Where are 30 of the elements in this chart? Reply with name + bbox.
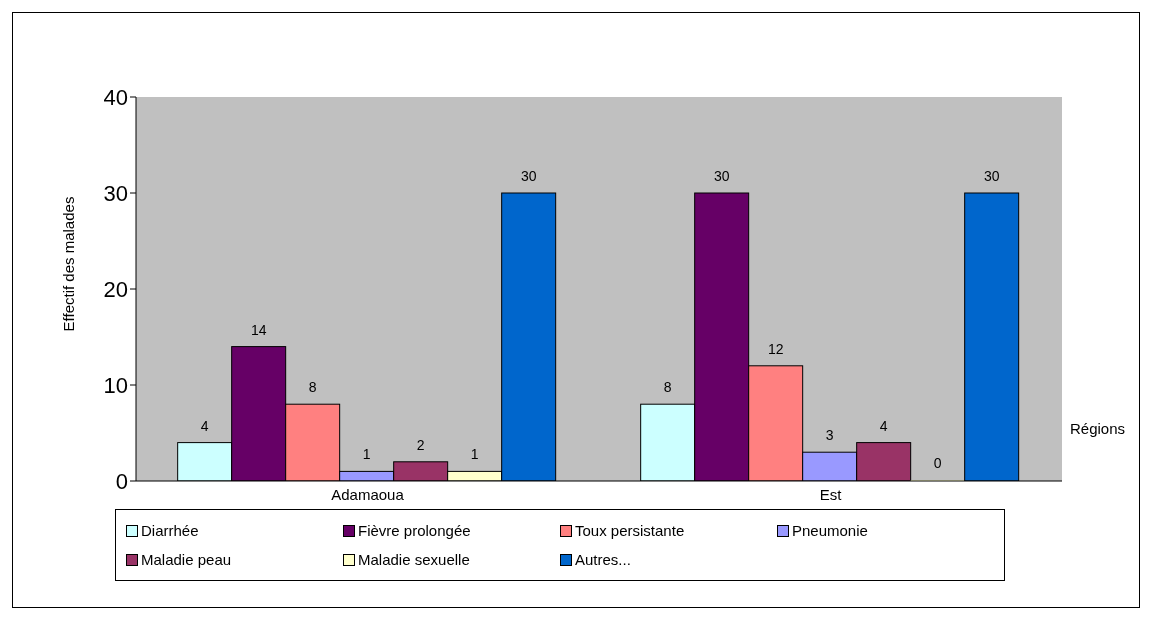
y-axis-title: Effectif des malades	[59, 196, 77, 332]
data-label: 3	[825, 427, 834, 444]
x-tick-label: Est	[819, 485, 843, 503]
data-label: 4	[879, 417, 888, 434]
x-tick-label: Adamaoua	[331, 485, 405, 503]
data-label: 14	[250, 321, 267, 338]
data-label: 30	[520, 168, 537, 184]
y-tick-label: 30	[103, 180, 128, 206]
y-tick-label: 0	[115, 468, 128, 494]
x-axis-title: Régions	[1070, 420, 1126, 437]
data-label: 0	[933, 455, 942, 471]
data-label: 30	[713, 168, 730, 184]
legend-label: Autres...	[575, 551, 631, 568]
legend-label: Maladie sexuelle	[358, 551, 470, 568]
y-tick-label: 10	[103, 372, 128, 398]
y-tick-label: 40	[103, 84, 128, 110]
data-label: 30	[983, 168, 1000, 184]
data-label: 8	[308, 379, 317, 396]
legend-label: Maladie peau	[141, 551, 232, 568]
legend-label: Toux persistante	[575, 522, 685, 539]
legend-label: Fièvre prolongée	[358, 522, 471, 539]
data-label: 1	[470, 446, 479, 463]
data-label: 1	[362, 446, 371, 463]
y-tick-label: 20	[103, 276, 128, 302]
data-label: 8	[663, 379, 672, 396]
data-label: 2	[416, 436, 425, 453]
data-label: 4	[200, 417, 209, 434]
legend-label: Diarrhée	[141, 522, 199, 539]
legend-label: Pneumonie	[792, 522, 868, 539]
data-label: 12	[767, 340, 784, 357]
